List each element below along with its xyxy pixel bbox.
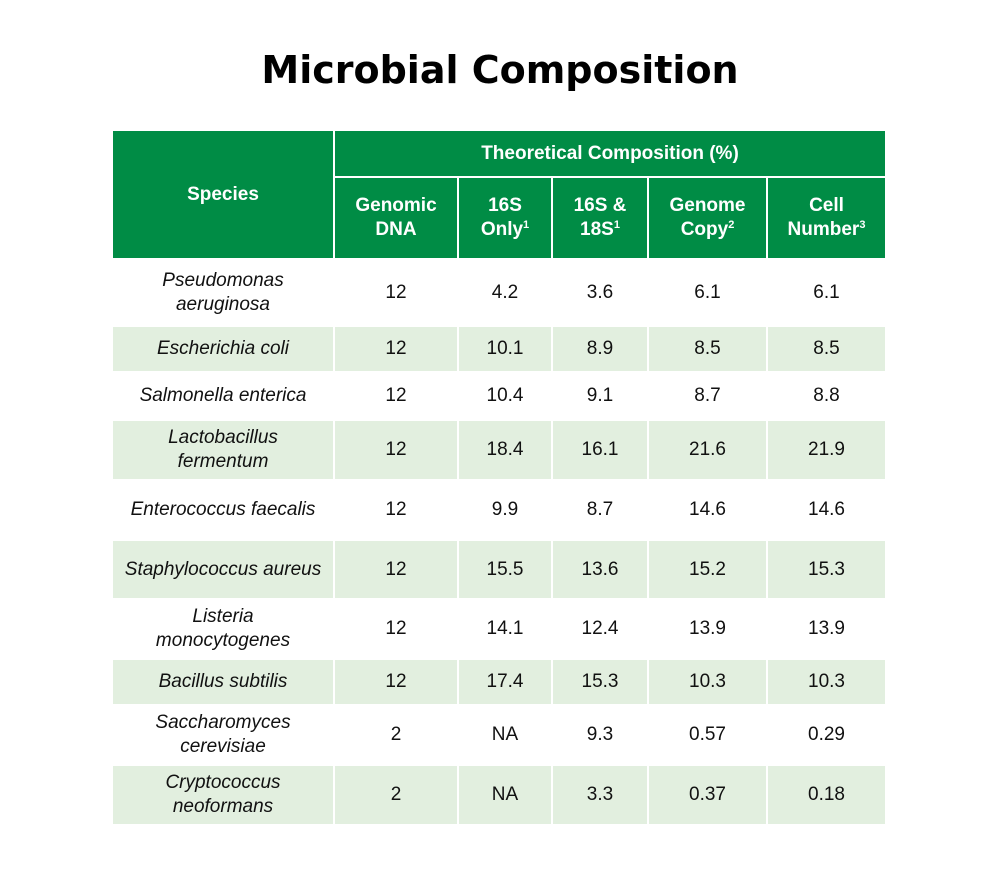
value-cell: 0.57 bbox=[689, 724, 726, 745]
value-cell: 10.4 bbox=[486, 385, 524, 406]
value-cell: 12 bbox=[335, 541, 457, 598]
value-cell: 15.2 bbox=[649, 541, 766, 598]
table-body: Pseudomonas aeruginosa 12 4.2 3.6 6.1 6.1 Esch… bbox=[113, 260, 885, 824]
value-cell: 3.3 bbox=[553, 766, 647, 824]
table-row: Pseudomonas aeruginosa 12 4.2 3.6 6.1 6.1 bbox=[113, 260, 885, 325]
column-header: Genomic DNA bbox=[335, 178, 457, 258]
value-cell: 8.7 bbox=[694, 385, 721, 406]
table-row: Enterococcus faecalis 12 9.9 8.7 14.6 14.6 bbox=[113, 481, 885, 539]
value-cell: 16.1 bbox=[553, 421, 647, 479]
value-cell: 8.8 bbox=[813, 385, 840, 406]
value-cell: 13.9 bbox=[808, 618, 845, 639]
value-cell: 14.1 bbox=[486, 618, 524, 639]
composition-table: Species Theoretical Composition (%) Geno… bbox=[111, 129, 887, 826]
value-cell: 3.6 bbox=[586, 281, 614, 303]
group-header: Theoretical Composition (%) bbox=[335, 131, 885, 176]
species-cell: Saccharomyces cerevisiae bbox=[155, 712, 291, 757]
column-header-text: Genomic DNA bbox=[355, 195, 437, 240]
value-cell: 17.4 bbox=[459, 660, 551, 704]
table-row: Escherichia coli 12 10.1 8.9 8.5 8.5 bbox=[113, 327, 885, 371]
value-cell: 0.37 bbox=[649, 766, 766, 824]
value-cell: NA bbox=[459, 766, 551, 824]
value-cell: 12.4 bbox=[581, 618, 619, 639]
species-cell: Escherichia coli bbox=[113, 327, 333, 371]
table-row: Listeria monocytogenes 12 14.1 12.4 13.9 13.9 bbox=[113, 600, 885, 658]
value-cell: 12 bbox=[335, 327, 457, 371]
title: Microbial Composition bbox=[261, 48, 739, 92]
value-cell: 15.3 bbox=[553, 660, 647, 704]
value-cell: 14.6 bbox=[689, 499, 726, 520]
table-row: Lactobacillus fermentum 12 18.4 16.1 21.6 21.… bbox=[113, 421, 885, 479]
column-header-text: Genome Copy bbox=[669, 195, 746, 240]
species-cell: Pseudomonas aeruginosa bbox=[162, 269, 284, 315]
value-cell: 8.9 bbox=[553, 327, 647, 371]
value-cell: 0.29 bbox=[808, 724, 845, 745]
value-cell: 9.9 bbox=[491, 499, 519, 520]
value-cell: 0.18 bbox=[768, 766, 885, 824]
species-cell: Bacillus subtilis bbox=[113, 660, 333, 704]
value-cell: 18.4 bbox=[459, 421, 551, 479]
table-row: Salmonella enterica 12 10.4 9.1 8.7 8.8 bbox=[113, 373, 885, 419]
value-cell: 10.3 bbox=[649, 660, 766, 704]
species-cell: Lactobacillus fermentum bbox=[113, 421, 333, 479]
footnote-mark: 1 bbox=[523, 219, 530, 231]
value-cell: 12 bbox=[385, 618, 407, 639]
value-cell: 10.3 bbox=[768, 660, 885, 704]
value-cell: 2 bbox=[390, 724, 402, 745]
value-cell: 8.5 bbox=[768, 327, 885, 371]
value-cell: 8.5 bbox=[649, 327, 766, 371]
column-header: 16S Only1 bbox=[459, 178, 551, 258]
value-cell: 12 bbox=[385, 385, 407, 406]
header-row: Species Theoretical Composition (%) bbox=[113, 131, 885, 258]
species-header: Species bbox=[113, 131, 333, 258]
table-row: Bacillus subtilis 12 17.4 15.3 10.3 10.3 bbox=[113, 660, 885, 704]
column-header-text: 16S Only bbox=[480, 195, 524, 240]
value-cell: 9.1 bbox=[586, 385, 614, 406]
value-cell: 9.3 bbox=[586, 724, 614, 745]
column-header-text: Cell Number bbox=[787, 195, 860, 240]
value-cell: 21.6 bbox=[649, 421, 766, 479]
species-cell: Salmonella enterica bbox=[139, 385, 307, 406]
value-cell: 6.1 bbox=[813, 281, 840, 303]
value-cell: 13.6 bbox=[553, 541, 647, 598]
species-cell: Staphylococcus aureus bbox=[113, 541, 333, 598]
column-header: Cell Number3 bbox=[768, 178, 885, 258]
value-cell: 4.2 bbox=[491, 281, 519, 303]
column-header-row: Genomic DNA 16S Only1 16S & 18S1 Genome Cop… bbox=[113, 178, 885, 258]
value-cell: 10.1 bbox=[459, 327, 551, 371]
value-cell: 12 bbox=[335, 421, 457, 479]
footnote-mark: 2 bbox=[728, 219, 735, 231]
value-cell: 12 bbox=[385, 281, 407, 303]
column-header: Genome Copy2 bbox=[649, 178, 766, 258]
value-cell: 2 bbox=[335, 766, 457, 824]
footnote-mark: 1 bbox=[613, 219, 620, 231]
table-row: Staphylococcus aureus 12 15.5 13.6 15.2 15.3 bbox=[113, 541, 885, 598]
species-cell: Cryptococcus neoformans bbox=[113, 766, 333, 824]
value-cell: 15.5 bbox=[459, 541, 551, 598]
value-cell: 12 bbox=[335, 660, 457, 704]
value-cell: 15.3 bbox=[768, 541, 885, 598]
column-header-text: 16S & 18S bbox=[573, 195, 627, 240]
column-header: 16S & 18S1 bbox=[553, 178, 647, 258]
table-row: Saccharomyces cerevisiae 2 NA 9.3 0.57 0.29 bbox=[113, 706, 885, 764]
table-row: Cryptococcus neoformans 2 NA 3.3 0.37 0.18 bbox=[113, 766, 885, 824]
value-cell: 21.9 bbox=[768, 421, 885, 479]
value-cell: 12 bbox=[385, 499, 407, 520]
species-cell: Listeria monocytogenes bbox=[155, 606, 291, 651]
value-cell: 14.6 bbox=[808, 499, 845, 520]
value-cell: 8.7 bbox=[586, 499, 614, 520]
value-cell: 6.1 bbox=[694, 281, 721, 303]
value-cell: NA bbox=[491, 724, 519, 745]
species-cell: Enterococcus faecalis bbox=[130, 499, 316, 520]
footnote-mark: 3 bbox=[859, 219, 866, 231]
value-cell: 13.9 bbox=[689, 618, 726, 639]
